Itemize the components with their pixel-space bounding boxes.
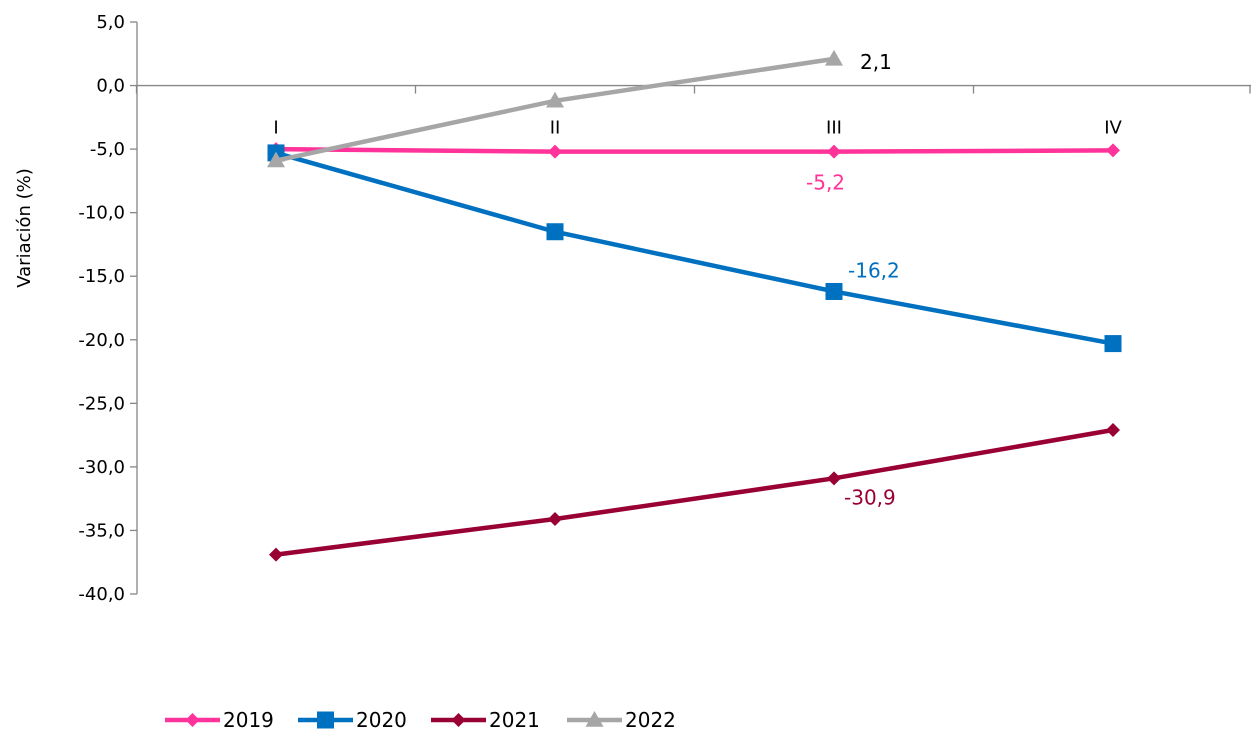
series-2019 (269, 142, 1120, 159)
data-point-2019-IV (1106, 143, 1120, 158)
data-point-2022-II (546, 91, 564, 108)
y-tick-label: 0,0 (96, 76, 125, 97)
data-point-2022-III (825, 49, 843, 66)
y-axis: 5,0 0,0 -5,0 -10,0 -15,0 -20,0 -25,0 -30,0 -35,0… (78, 12, 138, 605)
data-point-2021-I (269, 547, 283, 562)
data-point-2021-III (827, 471, 841, 486)
legend-swatch-marker (585, 711, 604, 727)
series-line-2021 (275, 427, 1114, 557)
series-2020 (267, 144, 1122, 353)
legend-item-2020: 2020 (298, 708, 407, 732)
data-label-2021: -30,9 (844, 485, 896, 509)
data-label-2019: -5,2 (806, 171, 845, 195)
x-tick-label: I (273, 118, 278, 139)
data-label-2020: -16,2 (848, 258, 900, 282)
x-tick-label: III (826, 118, 842, 139)
data-point-2022-I (267, 151, 285, 168)
legend-item-2022: 2022 (567, 708, 676, 732)
legend-item-2019: 2019 (165, 708, 274, 732)
y-tick-label: -25,0 (78, 393, 125, 414)
data-point-2020-II (546, 223, 564, 241)
y-tick-label: -10,0 (78, 203, 125, 224)
y-tick-label: -20,0 (78, 330, 125, 351)
x-axis: I II III IV (135, 84, 1251, 139)
series-2021 (269, 423, 1120, 562)
data-point-2019-II (548, 144, 562, 159)
series-layer (267, 49, 1122, 562)
series-line-2019 (275, 146, 1114, 154)
legend-label: 2021 (489, 708, 540, 732)
data-point-2021-II (548, 512, 562, 527)
legend-swatch-marker (317, 711, 334, 729)
data-point-2019-III (827, 144, 841, 159)
legend-swatch-marker (451, 713, 466, 727)
annotation-layer: 2,1 -5,2 -16,2 -30,9 (806, 50, 900, 509)
x-tick-label: II (550, 118, 561, 139)
legend-swatch-marker (185, 713, 200, 727)
y-tick-label: -15,0 (78, 266, 125, 287)
y-tick-label: 5,0 (96, 12, 125, 33)
data-point-2020-III (825, 282, 843, 300)
y-tick-label: -5,0 (90, 139, 125, 160)
data-point-2021-IV (1106, 423, 1120, 438)
legend-label: 2020 (356, 708, 407, 732)
x-tick-label: IV (1104, 118, 1122, 139)
legend-item-2021: 2021 (431, 708, 540, 732)
legend: 2019 2020 2021 2022 (165, 708, 676, 732)
y-axis-title: Variación (%) (14, 168, 35, 288)
y-tick-label: -30,0 (78, 457, 125, 478)
data-point-2020-IV (1104, 335, 1122, 353)
y-tick-label: -35,0 (78, 520, 125, 541)
series-line-2020 (275, 150, 1114, 346)
data-label-2022: 2,1 (860, 50, 892, 74)
y-tick-label: -40,0 (78, 584, 125, 605)
series-2022 (267, 49, 843, 168)
legend-label: 2022 (625, 708, 676, 732)
legend-label: 2019 (223, 708, 274, 732)
